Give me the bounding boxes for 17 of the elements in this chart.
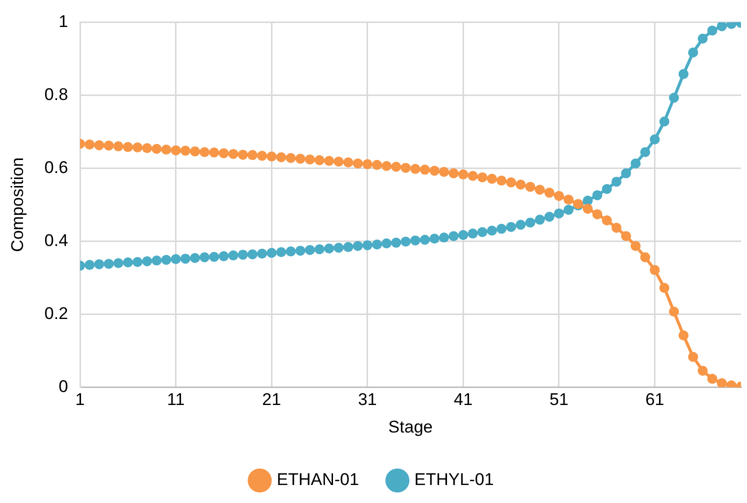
y-tick-label: 0 (58, 376, 68, 396)
y-tick-label: 0.6 (44, 158, 68, 177)
x-tick-label: 41 (454, 390, 473, 410)
y-tick-label: 0.2 (44, 304, 68, 323)
legend-label: ETHYL-01 (414, 470, 494, 490)
legend-label: ETHAN-01 (276, 470, 359, 490)
x-tick-label: 1 (75, 390, 85, 410)
y-axis-title: Composition (8, 157, 27, 252)
y-tick-label: 0.8 (44, 84, 68, 104)
x-tick-label: 31 (358, 390, 377, 410)
y-tick-label: 1 (58, 12, 68, 31)
y-tick-label: 0.4 (44, 230, 68, 250)
x-tick-label: 21 (262, 390, 282, 410)
x-axis-title: Stage (388, 417, 433, 436)
x-tick-label: 51 (550, 390, 568, 410)
x-tick-label: 11 (166, 390, 185, 410)
x-tick-label: 61 (645, 390, 664, 410)
